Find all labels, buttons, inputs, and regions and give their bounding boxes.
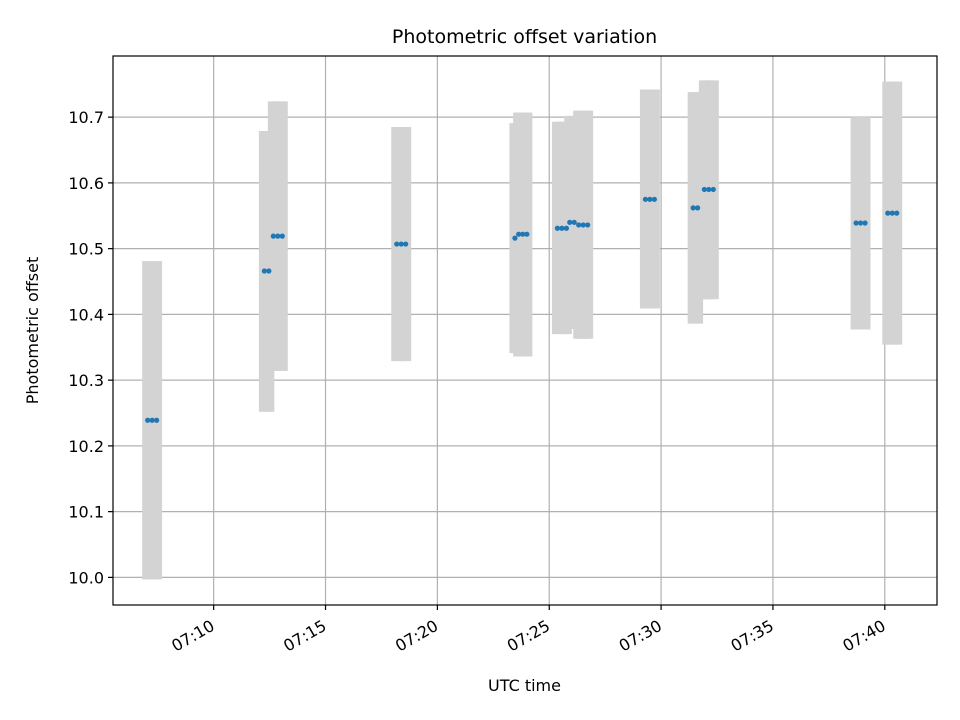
y-tick-label: 10.2 xyxy=(68,437,104,456)
data-point xyxy=(647,196,653,202)
data-point xyxy=(279,233,285,239)
data-point xyxy=(154,417,160,423)
data-point xyxy=(695,205,701,211)
data-point xyxy=(275,233,281,239)
data-point xyxy=(701,186,707,193)
data-point xyxy=(862,220,868,226)
x-axis-label: UTC time xyxy=(488,676,561,695)
data-point xyxy=(853,220,859,226)
data-point xyxy=(270,233,276,239)
data-point xyxy=(710,186,716,193)
data-point xyxy=(690,205,696,211)
data-point xyxy=(520,231,526,237)
y-tick-label: 10.0 xyxy=(68,568,104,587)
data-point xyxy=(554,225,561,231)
data-point xyxy=(559,225,565,231)
y-tick-label: 10.6 xyxy=(68,174,104,193)
plot-frame xyxy=(112,55,938,606)
data-point xyxy=(266,268,272,274)
y-tick-label: 10.5 xyxy=(68,240,104,259)
data-points xyxy=(145,186,900,423)
y-axis-label: Photometric offset xyxy=(23,257,42,405)
data-point xyxy=(651,196,657,202)
data-point xyxy=(576,222,582,228)
data-point xyxy=(642,196,649,202)
y-tick-label: 10.7 xyxy=(68,108,104,127)
data-point xyxy=(889,210,895,216)
data-point xyxy=(567,219,573,225)
data-point xyxy=(149,417,155,423)
y-axis: 10.0 10.1 10.2 10.3 10.4 10.5 10.6 10.7 xyxy=(68,108,113,587)
y-tick-label: 10.1 xyxy=(68,503,104,522)
data-point xyxy=(585,222,591,228)
data-point xyxy=(857,220,864,226)
y-tick-label: 10.4 xyxy=(68,305,104,324)
data-point xyxy=(571,219,577,225)
data-point xyxy=(580,222,586,228)
data-point xyxy=(524,231,530,237)
data-point xyxy=(394,241,400,247)
data-point xyxy=(398,241,404,247)
data-point xyxy=(512,235,518,241)
data-point xyxy=(516,231,522,237)
chart-title: Photometric offset variation xyxy=(392,26,657,48)
data-point xyxy=(145,417,151,423)
data-point xyxy=(706,186,712,193)
y-tick-label: 10.3 xyxy=(68,371,104,390)
data-point xyxy=(563,225,569,231)
data-point xyxy=(894,210,900,216)
data-point xyxy=(261,268,267,274)
data-point xyxy=(403,241,409,247)
data-point xyxy=(885,210,891,216)
